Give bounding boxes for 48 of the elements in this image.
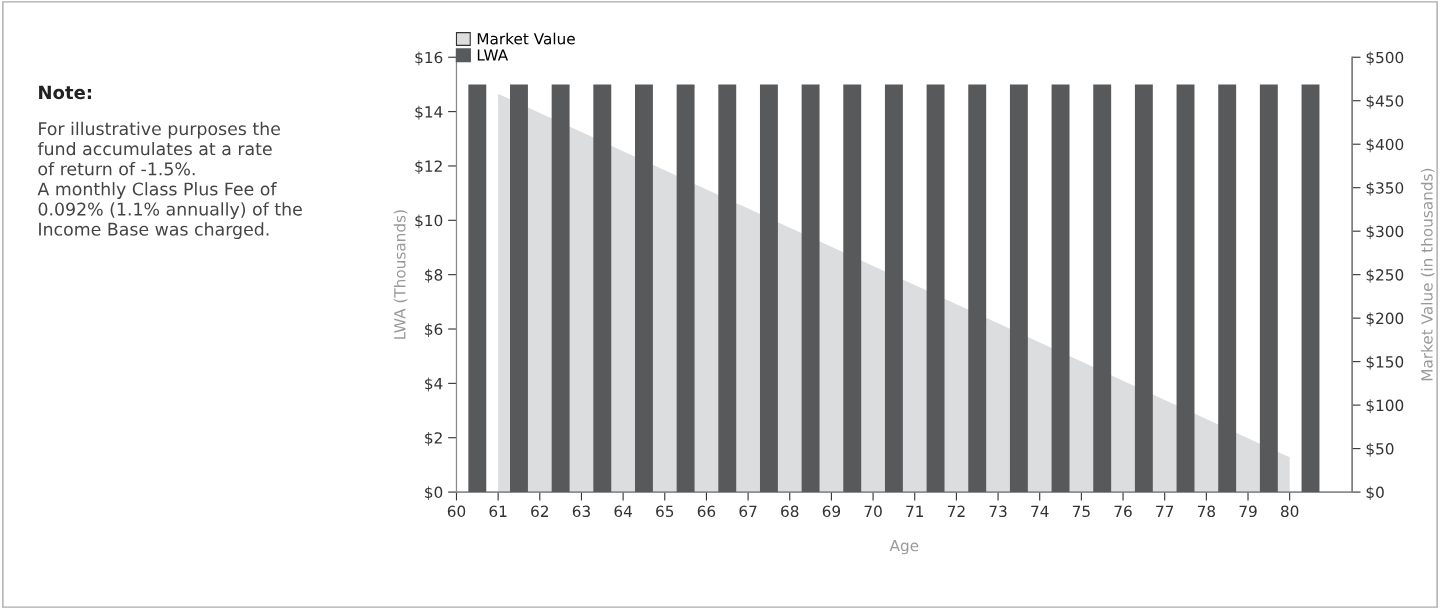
x-tick-label: 75 (1072, 505, 1090, 518)
y2-tick-label: $450 (1366, 94, 1404, 109)
x-tick-label: 64 (614, 505, 632, 518)
x-tick-label: 65 (656, 505, 674, 518)
x-tick-label: 71 (906, 505, 924, 517)
x-tick-label: 60 (447, 505, 466, 518)
y-tick-label: $10 (415, 214, 443, 229)
x-tick-label: 66 (697, 505, 716, 518)
y-tick-label: $6 (425, 323, 443, 338)
y-tick-label: $4 (425, 377, 443, 392)
x-tick-label: 69 (822, 505, 841, 518)
x-tick-label: 74 (1031, 505, 1049, 517)
x-tick-label: 79 (1239, 505, 1257, 518)
y2-tick-label: $150 (1366, 355, 1404, 370)
y-tick-label: $0 (425, 486, 443, 501)
x-axis-title: Age (889, 539, 919, 555)
y-tick-label: $14 (415, 105, 443, 120)
text: Note: (39, 85, 92, 100)
y-tick-label: $12 (415, 160, 442, 174)
x-tick-label: 78 (1197, 505, 1216, 518)
y2-tick-label: $100 (1366, 399, 1404, 414)
x-tick-label: 68 (781, 505, 799, 518)
x-tick-label: 80 (1280, 505, 1299, 518)
y2-axis-title: Market Value (in thousands) (1420, 168, 1435, 381)
y-tick-label: $16 (415, 51, 443, 66)
y2-tick-label: $300 (1366, 225, 1404, 240)
text: For illustrative purposes the fund accumulates at a rate of return of -1.5%. A monthly Class Plus Fee of 0.092% (1.1% annually) of the Income Base was charged. (37, 121, 302, 240)
y2-tick-label: $50 (1366, 442, 1394, 457)
x-tick-label: 70 (864, 505, 882, 518)
x-tick-label: 67 (739, 505, 757, 518)
y-tick-label: $2 (425, 431, 442, 446)
y2-tick-label: $500 (1366, 51, 1404, 66)
y2-tick-label: $200 (1366, 312, 1404, 327)
legend-label: LWA (477, 49, 509, 61)
x-tick-label: 76 (1114, 505, 1132, 518)
x-tick-label: 63 (572, 505, 590, 518)
legend-label: Market Value (477, 32, 575, 45)
x-tick-label: 73 (989, 505, 1007, 518)
x-tick-label: 61 (489, 505, 507, 518)
y-tick-label: $8 (425, 268, 443, 283)
y-axis-title: LWA (Thousands) (393, 210, 408, 339)
y2-tick-label: $250 (1366, 268, 1404, 283)
x-tick-label: 77 (1156, 505, 1174, 517)
y2-tick-label: $0 (1366, 486, 1384, 501)
y2-tick-label: $400 (1366, 138, 1404, 153)
x-tick-label: 62 (531, 505, 548, 518)
y2-tick-label: $350 (1366, 181, 1404, 196)
x-tick-label: 72 (947, 505, 965, 517)
